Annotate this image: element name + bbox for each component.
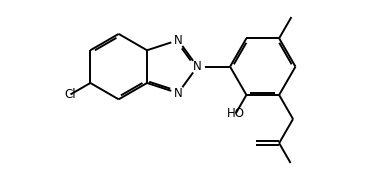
Text: N: N [174,34,183,47]
Text: N: N [193,60,202,73]
Text: N: N [174,87,183,100]
Text: HO: HO [227,107,245,120]
Text: Cl: Cl [65,88,76,101]
